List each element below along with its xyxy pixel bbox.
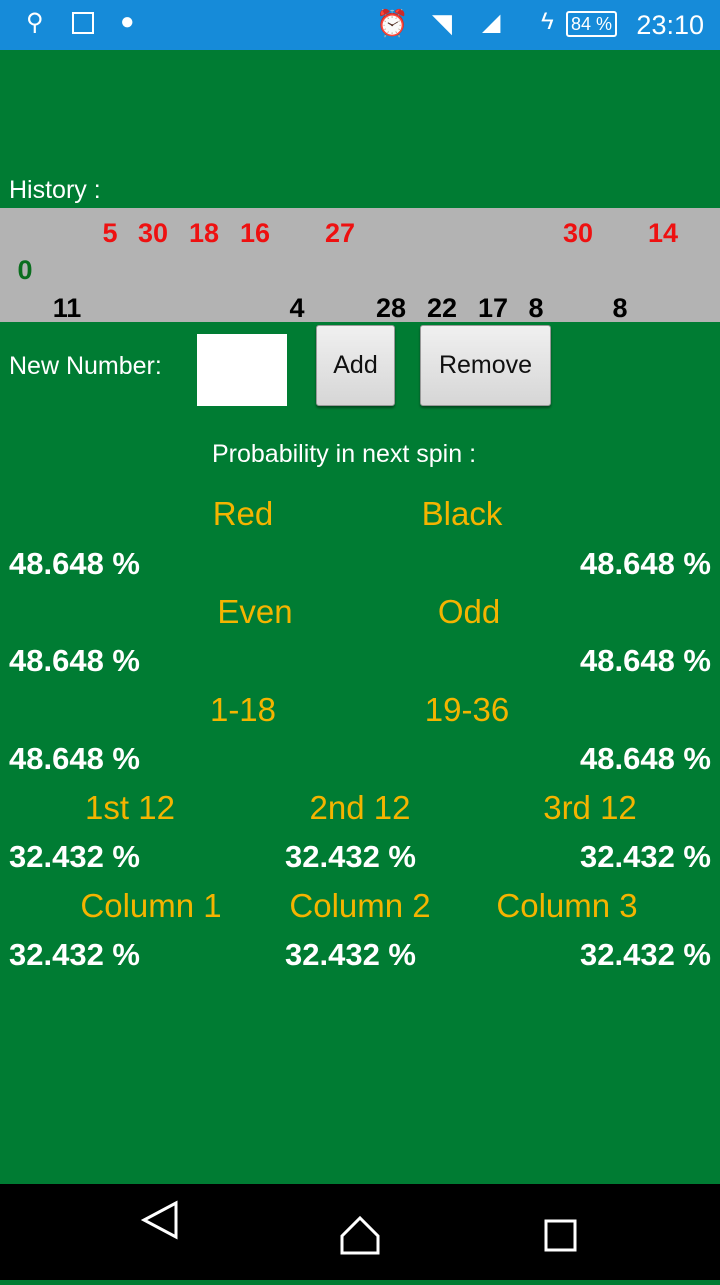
- signal-icon: ◢: [482, 9, 501, 36]
- history-number: 8: [612, 293, 628, 323]
- low-value: 48.648 %: [9, 741, 140, 776]
- history-number: 28: [375, 293, 407, 323]
- dozen2-value: 32.432 %: [285, 839, 416, 874]
- history-number: 18: [188, 218, 220, 248]
- red-label: Red: [212, 495, 274, 532]
- status-bar: ⚲ ● ⏰ ◥ ◢ ϟ 84 % 23:10: [0, 0, 720, 50]
- history-number: 30: [137, 218, 169, 248]
- col1-label: Column 1: [80, 887, 222, 924]
- charging-icon: ϟ: [541, 8, 554, 35]
- dozen2-label: 2nd 12: [309, 789, 411, 826]
- usb-icon: ⚲: [26, 9, 44, 36]
- wifi-icon: ◥: [432, 8, 452, 38]
- black-label: Black: [421, 495, 503, 532]
- history-number: 14: [647, 218, 679, 248]
- history-number: 0: [17, 255, 33, 285]
- battery-level: 84 %: [566, 11, 618, 37]
- high-label: 19-36: [424, 691, 510, 728]
- history-label: History :: [9, 176, 101, 204]
- history-number: 8: [528, 293, 544, 323]
- red-value: 48.648 %: [9, 546, 140, 581]
- high-value: 48.648 %: [580, 741, 711, 776]
- dozen1-value: 32.432 %: [9, 839, 140, 874]
- history-number: 4: [289, 293, 305, 323]
- android-icon: ●: [120, 8, 135, 35]
- history-number: 5: [102, 218, 118, 248]
- history-number: 11: [52, 293, 82, 323]
- odd-label: Odd: [437, 593, 501, 630]
- history-strip: 0 11 5 30 18 16 4 27 28 22 17 8 30 8 14: [0, 208, 720, 323]
- history-number: 27: [324, 218, 356, 248]
- history-number: 17: [477, 293, 509, 323]
- low-label: 1-18: [209, 691, 277, 728]
- home-button[interactable]: [340, 1215, 380, 1255]
- even-label: Even: [217, 593, 293, 630]
- col2-value: 32.432 %: [285, 937, 416, 972]
- black-value: 48.648 %: [580, 546, 711, 581]
- image-icon: [72, 12, 94, 34]
- even-value: 48.648 %: [9, 643, 140, 678]
- remove-button[interactable]: Remove: [420, 325, 551, 406]
- back-button[interactable]: [140, 1200, 178, 1240]
- dozen3-value: 32.432 %: [580, 839, 711, 874]
- dozen3-label: 3rd 12: [543, 789, 637, 826]
- col3-label: Column 3: [496, 887, 638, 924]
- new-number-label: New Number:: [9, 352, 162, 380]
- history-number: 16: [239, 218, 271, 248]
- col3-value: 32.432 %: [580, 937, 711, 972]
- navigation-bar: [0, 1184, 720, 1280]
- new-number-input[interactable]: [197, 334, 287, 406]
- col1-value: 32.432 %: [9, 937, 140, 972]
- recents-button[interactable]: [544, 1219, 577, 1252]
- add-button[interactable]: Add: [316, 325, 395, 406]
- dozen1-label: 1st 12: [85, 789, 175, 826]
- col2-label: Column 2: [289, 887, 431, 924]
- clock: 23:10: [636, 10, 704, 40]
- history-number: 30: [562, 218, 594, 248]
- alarm-icon: ⏰: [376, 8, 409, 38]
- history-number: 22: [426, 293, 458, 323]
- odd-value: 48.648 %: [580, 643, 711, 678]
- probability-title-text: Probability in next spin :: [212, 440, 477, 468]
